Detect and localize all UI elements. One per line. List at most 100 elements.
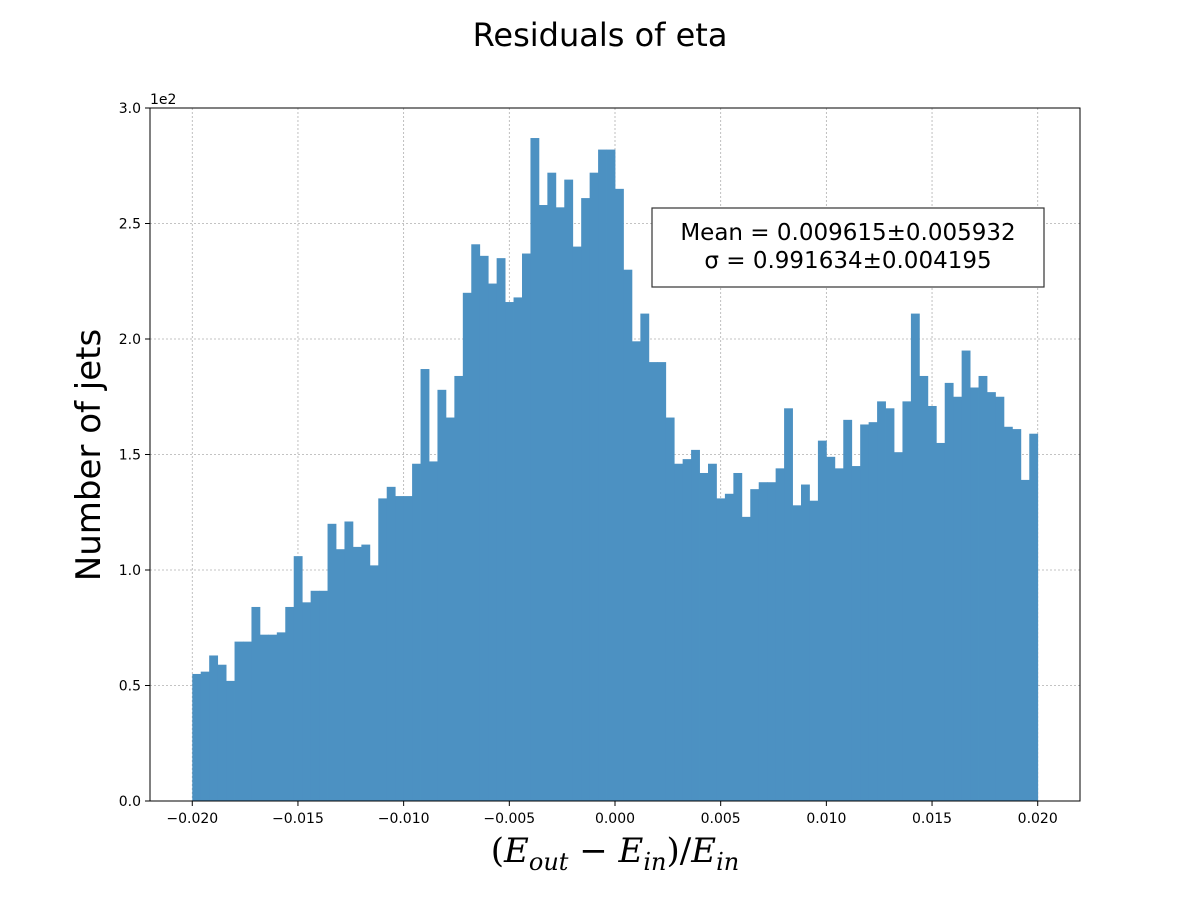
x-axis-label: (Eout − Ein)/Ein [491, 831, 739, 876]
histogram-bar [352, 546, 362, 801]
chart-title: Residuals of eta [473, 16, 728, 54]
histogram-bar [386, 486, 396, 801]
histogram-bar [412, 463, 421, 801]
histogram-bar [741, 516, 751, 801]
histogram-bar [936, 442, 946, 801]
histogram-bar [226, 680, 235, 801]
x-tick-label: −0.010 [378, 811, 430, 827]
y-tick-label: 3.0 [119, 101, 141, 117]
histogram-bar [978, 375, 988, 801]
y-axis-label: Number of jets [69, 329, 109, 581]
histogram-bar [961, 350, 971, 801]
histogram-bar [860, 424, 870, 801]
y-offset-label: 1e2 [150, 92, 176, 108]
histogram-bar [927, 405, 937, 801]
histogram-bar [944, 382, 954, 801]
histogram-bar [513, 297, 523, 801]
histogram-bar [572, 246, 582, 802]
histogram-bar [851, 466, 861, 801]
histogram-bar [479, 255, 489, 802]
histogram-bar [623, 269, 633, 801]
histogram-bar [699, 472, 709, 801]
histogram-bar [902, 401, 912, 801]
x-tick-label: −0.015 [272, 811, 324, 827]
histogram-bar [454, 375, 464, 801]
histogram-bars [192, 138, 1039, 802]
x-tick-label: 0.000 [595, 811, 635, 827]
histogram-bar [547, 172, 557, 801]
histogram-bar [361, 544, 371, 801]
stats-sigma: σ = 0.991634±0.004195 [704, 248, 991, 274]
histogram-bar [995, 396, 1005, 801]
histogram-bar [217, 664, 227, 801]
x-tick-label: −0.005 [483, 811, 535, 827]
histogram-bar [598, 149, 607, 801]
y-tick-label: 1.0 [119, 563, 141, 579]
histogram-bar [530, 138, 540, 801]
histogram-bar [496, 258, 506, 801]
y-axis-ticks: 0.0 0.5 1.0 1.5 2.0 2.5 3.0 [119, 101, 150, 810]
histogram-bar [209, 655, 219, 801]
histogram-bar [682, 459, 692, 801]
histogram-bar [395, 496, 405, 801]
x-tick-label: 0.005 [701, 811, 741, 827]
histogram-bar [758, 482, 768, 801]
histogram-bar [894, 452, 903, 801]
histogram-bar [665, 417, 675, 801]
histogram-bar [843, 419, 853, 801]
histogram-bar [910, 313, 920, 801]
histogram-bar [817, 440, 827, 801]
histogram-bar [784, 408, 793, 801]
histogram-bar [268, 634, 278, 801]
histogram-bar [1003, 426, 1013, 801]
histogram-bar [471, 244, 481, 802]
histogram-bar [834, 468, 844, 801]
histogram-bar [327, 523, 337, 801]
histogram-bar [251, 606, 261, 801]
y-tick-label: 2.0 [119, 332, 141, 348]
y-tick-label: 0.5 [119, 679, 141, 695]
histogram-bar [369, 565, 379, 801]
histogram-bar [1029, 433, 1039, 801]
histogram-bar [564, 179, 574, 802]
histogram-bar [724, 493, 734, 801]
stats-mean: Mean = 0.009615±0.005932 [680, 220, 1015, 246]
histogram-bar [589, 172, 599, 801]
histogram-bar [555, 207, 565, 801]
histogram-bar [648, 362, 658, 801]
x-tick-label: 0.020 [1018, 811, 1058, 827]
histogram-bar [674, 463, 684, 801]
y-tick-label: 0.0 [119, 794, 141, 810]
histogram-bar [606, 149, 616, 801]
histogram-bar [640, 313, 650, 801]
histogram-bar [420, 369, 430, 801]
histogram-bar [1012, 429, 1022, 801]
x-tick-label: 0.015 [912, 811, 952, 827]
histogram-bar [1020, 479, 1030, 801]
histogram-bar [708, 463, 717, 801]
histogram-bar [462, 292, 472, 801]
histogram-bar [445, 417, 455, 801]
histogram-bar [310, 590, 320, 801]
histogram-bar [716, 498, 726, 801]
y-tick-label: 1.5 [119, 448, 141, 464]
histogram-bar [336, 549, 345, 801]
histogram-bar [234, 641, 244, 801]
histogram-bar [801, 484, 810, 801]
x-tick-label: 0.010 [806, 811, 846, 827]
histogram-bar [200, 671, 210, 801]
histogram-bar [657, 362, 667, 801]
histogram-bar [293, 556, 303, 801]
histogram-bar [243, 641, 252, 801]
histogram-bar [970, 387, 979, 801]
histogram-bar [276, 632, 286, 801]
histogram-bar [775, 468, 785, 801]
histogram-bar [505, 302, 514, 801]
histogram-bar [429, 461, 438, 801]
histogram-bar [538, 205, 548, 801]
histogram-bar [302, 602, 312, 801]
histogram-bar [488, 283, 498, 801]
histogram-bar [792, 505, 802, 801]
stats-box: Mean = 0.009615±0.005932 σ = 0.991634±0.… [651, 207, 1045, 288]
